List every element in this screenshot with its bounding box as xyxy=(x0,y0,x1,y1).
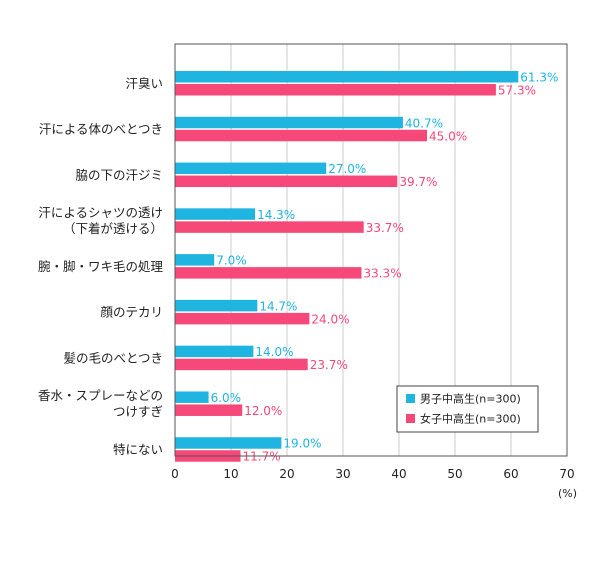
bar-female xyxy=(175,221,364,233)
category-label: 顔のテカリ xyxy=(100,305,163,320)
bar-male xyxy=(175,437,282,449)
x-tick-label: 0 xyxy=(171,467,179,481)
data-label: 12.0% xyxy=(244,404,282,418)
legend-swatch xyxy=(406,394,415,403)
legend-entry: 女子中高生(n=300) xyxy=(420,412,521,426)
data-label: 45.0% xyxy=(429,129,467,143)
bar-male xyxy=(175,391,209,403)
category-label: つけすぎ xyxy=(113,404,163,419)
data-label: 14.3% xyxy=(257,208,295,222)
bar-female xyxy=(175,84,496,96)
data-label: 39.7% xyxy=(399,175,437,189)
bar-female xyxy=(175,358,308,371)
x-tick-label: 60 xyxy=(503,467,518,481)
bar-male xyxy=(175,345,254,358)
data-label: 6.0% xyxy=(211,391,242,405)
x-tick-label: 70 xyxy=(559,467,574,481)
bar-male xyxy=(175,162,327,175)
category-label: 髪の毛のべとつき xyxy=(63,350,163,365)
data-label: 57.3% xyxy=(498,84,536,98)
bar-female xyxy=(175,404,243,416)
x-tick-label: 10 xyxy=(223,467,238,481)
data-label: 14.7% xyxy=(259,299,297,313)
data-label: 14.0% xyxy=(255,345,293,359)
data-label: 24.0% xyxy=(311,312,349,326)
bar-male xyxy=(175,71,519,83)
x-tick-label: 30 xyxy=(335,467,350,481)
data-label: 19.0% xyxy=(283,437,321,451)
category-label: 汗によるシャツの透け xyxy=(38,205,163,220)
bar-female xyxy=(175,175,398,188)
bar-male xyxy=(175,254,215,266)
gridlines xyxy=(230,44,512,456)
legend: 男子中高生(n=300) 女子中高生(n=300) xyxy=(396,385,539,433)
bar-male xyxy=(175,299,258,312)
category-label: 香水・スプレーなどの xyxy=(38,388,163,403)
value-labels: 61.3%57.3% 40.7%45.0% 27.0% 39.7% 14.3% 33.7%… xyxy=(211,71,559,464)
category-label: （下着が透ける） xyxy=(63,221,163,236)
data-label: 7.0% xyxy=(216,254,247,268)
x-tick-label: 40 xyxy=(391,467,406,481)
bar-female xyxy=(175,312,310,325)
x-tick-label: 20 xyxy=(279,467,294,481)
category-label: 特にない xyxy=(113,442,163,457)
x-tick-label: 50 xyxy=(447,467,462,481)
x-tick-labels: 0 10 20 30 40 50 60 70 xyxy=(171,467,574,481)
category-label: 腕・脚・ワキ毛の処理 xyxy=(38,259,164,274)
bar-female xyxy=(175,129,427,142)
data-label: 40.7% xyxy=(405,116,443,130)
bar-male xyxy=(175,116,403,129)
legend-entry: 男子中高生(n=300) xyxy=(420,392,521,406)
bars xyxy=(175,71,519,462)
plot-frame xyxy=(174,43,568,457)
data-label: 61.3% xyxy=(520,71,558,85)
data-label: 23.7% xyxy=(310,358,348,372)
x-axis-unit: (%) xyxy=(558,487,577,500)
data-label: 33.7% xyxy=(366,221,404,235)
legend-box xyxy=(396,385,539,433)
category-label: 汗臭い xyxy=(125,76,163,91)
data-label: 33.3% xyxy=(363,267,401,281)
legend-swatch xyxy=(406,414,415,423)
category-label: 汗による体のべとつき xyxy=(39,122,163,137)
data-label: 11.7% xyxy=(243,450,281,464)
category-label: 脇の下の汗ジミ xyxy=(75,167,163,182)
bar-female xyxy=(175,267,362,279)
data-label: 27.0% xyxy=(328,162,366,176)
bar-male xyxy=(175,208,256,220)
